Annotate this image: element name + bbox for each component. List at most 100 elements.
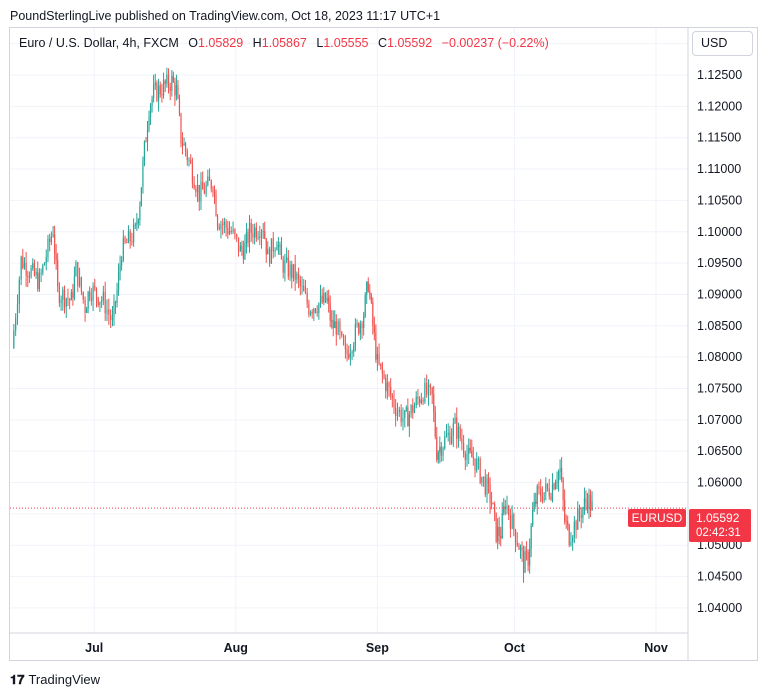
- candle-body: [87, 291, 89, 309]
- candle-body: [277, 244, 280, 247]
- candle-body: [572, 537, 574, 543]
- candle-body: [476, 459, 478, 471]
- candle-body: [236, 234, 238, 238]
- candle-body: [183, 143, 185, 146]
- candle-body: [543, 492, 545, 501]
- candle-body: [464, 453, 466, 461]
- candle-body: [232, 229, 234, 232]
- candle-body: [298, 273, 300, 280]
- candle-body: [167, 74, 170, 88]
- candle-body: [245, 231, 248, 244]
- candle-body: [210, 180, 212, 189]
- candle-body: [230, 231, 232, 233]
- candle-body: [143, 141, 146, 162]
- candle-body: [205, 185, 207, 194]
- candle-body: [540, 488, 542, 497]
- candle-body: [291, 264, 293, 279]
- candle-body: [420, 399, 422, 403]
- candle-body: [578, 508, 581, 516]
- candle-body: [270, 238, 273, 264]
- candle-body: [589, 494, 592, 511]
- candle-body: [462, 443, 465, 454]
- y-tick-label: 1.06500: [697, 444, 742, 458]
- candle-body: [525, 551, 528, 553]
- candle-body: [472, 457, 474, 459]
- candle-body: [193, 183, 195, 189]
- candle-body: [535, 501, 537, 504]
- candle-body: [516, 542, 518, 546]
- footer-brand[interactable]: 𝟏𝟕 TradingView: [10, 672, 100, 688]
- candle-body: [514, 529, 517, 543]
- candle-body: [102, 291, 104, 301]
- candle-body: [216, 215, 219, 228]
- currency-button[interactable]: USD: [692, 31, 753, 56]
- candle-body: [452, 423, 454, 437]
- candle-body: [237, 237, 240, 252]
- candle-body: [73, 276, 76, 298]
- candle-body: [426, 382, 428, 395]
- candle-body: [522, 550, 525, 573]
- candle-body: [440, 446, 442, 456]
- candle-body: [573, 521, 575, 538]
- candle-body: [323, 292, 325, 303]
- candle-body: [37, 271, 39, 290]
- candle-body: [339, 321, 341, 333]
- candle-body: [556, 481, 558, 484]
- candle-body: [62, 289, 64, 300]
- candle-body: [97, 297, 99, 306]
- candle-body: [490, 502, 493, 504]
- candle-body: [269, 248, 271, 264]
- candle-body: [54, 234, 56, 255]
- candle-body: [149, 105, 152, 117]
- candle-body: [577, 508, 579, 530]
- candle-body: [318, 303, 320, 314]
- candle-body: [80, 277, 83, 293]
- candle-body: [346, 349, 348, 354]
- candle-body: [289, 264, 291, 277]
- candle-body: [342, 335, 345, 345]
- candle-body: [225, 221, 227, 228]
- candle-body: [202, 181, 204, 190]
- candle-body: [60, 299, 62, 303]
- candle-body: [215, 193, 217, 216]
- candle-body: [429, 384, 431, 388]
- candle-body: [550, 496, 552, 500]
- y-tick-label: 1.10000: [697, 225, 742, 239]
- candle-body: [459, 426, 461, 439]
- candle-body: [344, 344, 347, 350]
- y-tick-label: 1.04000: [697, 601, 742, 615]
- y-tick-label: 1.07000: [697, 413, 742, 427]
- candle-body: [359, 323, 361, 334]
- candle-body: [78, 277, 81, 287]
- candle-body: [489, 484, 491, 503]
- candle-body: [513, 514, 515, 530]
- x-tick-label: Jul: [85, 641, 103, 655]
- candle-body: [108, 309, 110, 315]
- candle-body: [321, 295, 323, 303]
- candle-body: [385, 377, 387, 392]
- candle-body: [309, 312, 312, 315]
- candle-body: [477, 459, 480, 461]
- y-tick-label: 1.11500: [697, 131, 741, 145]
- candle-body: [260, 231, 263, 238]
- candle-body: [427, 384, 430, 395]
- candle-body: [395, 407, 397, 417]
- candle-body: [259, 236, 261, 238]
- candle-body: [311, 312, 313, 314]
- candle-body: [536, 486, 538, 504]
- candle-body: [351, 352, 353, 354]
- candle-body: [49, 238, 51, 243]
- candle-body: [250, 222, 252, 233]
- candle-body: [326, 297, 328, 302]
- candle-body: [474, 458, 476, 471]
- candle-body: [445, 434, 448, 437]
- candle-body: [527, 552, 529, 566]
- candle-body: [494, 504, 496, 513]
- candle-body: [376, 353, 378, 360]
- candle-body: [242, 249, 245, 260]
- candle-body: [157, 85, 160, 101]
- candle-body: [129, 231, 131, 242]
- low-value: 1.05555: [323, 36, 369, 50]
- candle-body: [264, 231, 266, 239]
